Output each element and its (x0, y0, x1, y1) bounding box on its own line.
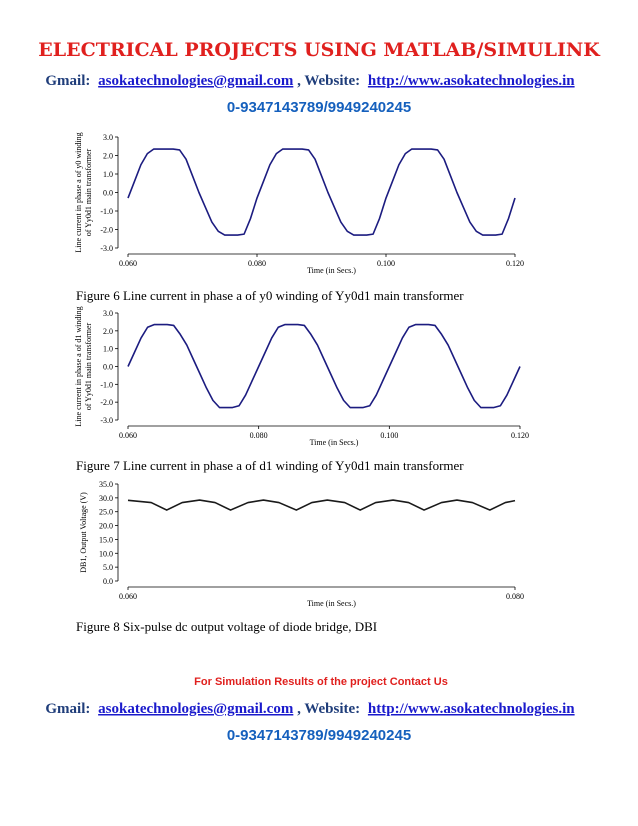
y-tick-label: 0.0 (103, 189, 113, 198)
y-tick-label: 15.0 (99, 535, 113, 544)
x-axis-label: Time (in Secs.) (310, 438, 359, 447)
y-tick-label: 2.0 (103, 152, 113, 161)
data-line (127, 499, 516, 511)
x-axis-label: Time (in Secs.) (307, 266, 356, 275)
x-tick-label: 0.080 (506, 592, 524, 601)
x-tick-label: 0.060 (119, 259, 137, 268)
x-tick-label: 0.100 (380, 431, 398, 440)
data-line (127, 323, 521, 409)
website-link[interactable]: http://www.asokatechnologies.in (368, 73, 575, 89)
chart: 3.0 2.0 1.0 0.0 -1.0 -2.0 -3.0 0.060 0.080 0.100 0… (74, 132, 524, 275)
figure-caption: Figure 6 Line current in phase a of y0 w… (76, 288, 464, 303)
y-axis-label: of Yy0d1 main transformer (84, 148, 93, 236)
footer-note: For Simulation Results of the project Co… (194, 676, 448, 688)
y-tick-label: 0.0 (103, 363, 113, 372)
y-tick-label: 1.0 (103, 170, 113, 179)
website-link[interactable]: http://www.asokatechnologies.in (368, 701, 575, 717)
figure-caption: Figure 8 Six-pulse dc output voltage of … (76, 619, 377, 634)
x-tick-label: 0.080 (248, 259, 266, 268)
y-axis-label: of Yy0d1 main transformer (84, 322, 93, 410)
x-tick-label: 0.120 (506, 259, 524, 268)
y-tick-label: -3.0 (100, 416, 113, 425)
y-tick-label: 3.0 (103, 133, 113, 142)
contact-line: Gmail: asokatechnologies@gmail.com , Web… (45, 73, 575, 89)
x-tick-label: 0.100 (377, 259, 395, 268)
y-tick-label: 25.0 (99, 508, 113, 517)
chart: 3.0 2.0 1.0 0.0 -1.0 -2.0 -3.0 0.060 0.080 0.100 0… (74, 306, 529, 447)
y-axis-label: Line current in phase a of d1 winding (74, 306, 83, 426)
y-tick-label: 2.0 (103, 327, 113, 336)
header-title: ELECTRICAL PROJECTS USING MATLAB/SIMULIN… (38, 39, 601, 61)
y-tick-label: -1.0 (100, 207, 113, 216)
y-tick-label: 3.0 (103, 309, 113, 318)
chart: 35.0 30.0 25.0 20.0 15.0 10.0 5.0 0.0 0.060 0.080… (79, 480, 524, 608)
website-label: , Website: (297, 701, 360, 717)
y-tick-label: -2.0 (100, 398, 113, 407)
y-tick-label: -1.0 (100, 380, 113, 389)
figure-caption: Figure 7 Line current in phase a of d1 w… (76, 458, 464, 473)
email-link[interactable]: asokatechnologies@gmail.com (98, 701, 294, 717)
y-tick-label: -3.0 (100, 244, 113, 253)
y-tick-label: 1.0 (103, 345, 113, 354)
email-label: Gmail: (45, 701, 90, 717)
x-tick-label: 0.060 (119, 431, 137, 440)
phone: 0-9347143789/9949240245 (227, 727, 411, 744)
y-tick-label: 0.0 (103, 577, 113, 586)
x-tick-label: 0.080 (250, 431, 268, 440)
y-tick-label: 10.0 (99, 549, 113, 558)
website-label: , Website: (297, 73, 360, 89)
email-label: Gmail: (45, 73, 90, 89)
email-link[interactable]: asokatechnologies@gmail.com (98, 73, 294, 89)
y-tick-label: 20.0 (99, 522, 113, 531)
y-tick-label: 5.0 (103, 563, 113, 572)
contact-line: Gmail: asokatechnologies@gmail.com , Web… (45, 701, 575, 717)
phone: 0-9347143789/9949240245 (227, 99, 411, 116)
y-tick-label: 30.0 (99, 494, 113, 503)
y-axis-label: Line current in phase a of y0 winding (74, 132, 83, 252)
y-tick-label: -2.0 (100, 226, 113, 235)
y-tick-label: 35.0 (99, 480, 113, 489)
x-tick-label: 0.060 (119, 592, 137, 601)
data-line (127, 148, 516, 236)
x-axis-label: Time (in Secs.) (307, 599, 356, 608)
x-tick-label: 0.120 (511, 431, 529, 440)
y-axis-label: DB1, Output Voltage (V) (79, 492, 88, 573)
